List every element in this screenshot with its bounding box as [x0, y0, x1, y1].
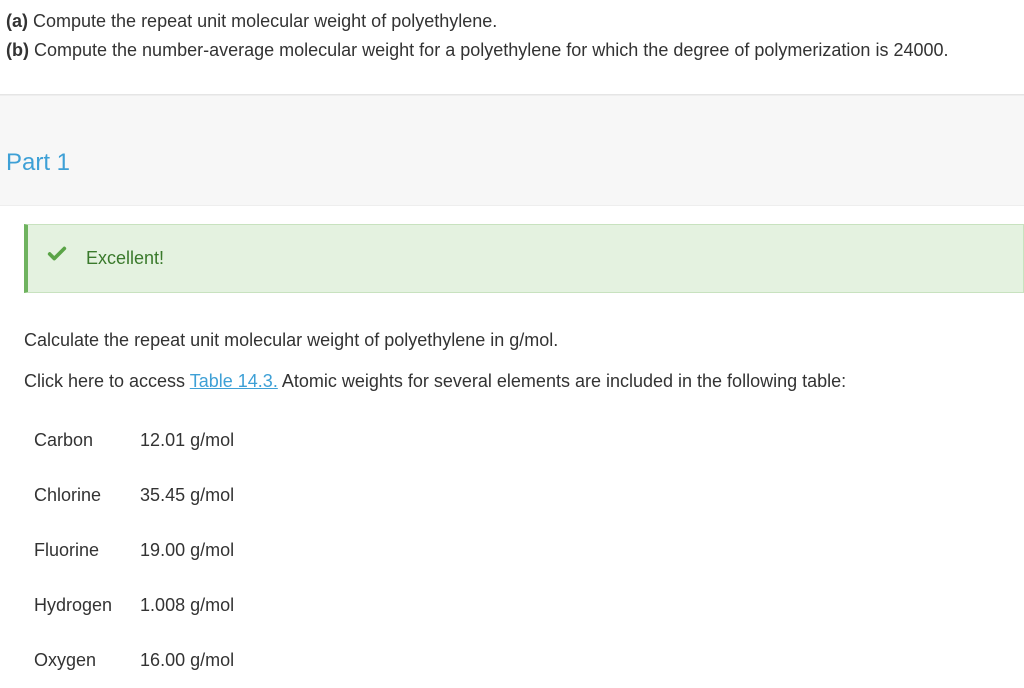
weight-cell: 35.45 g/mol [140, 468, 246, 523]
table-row: Hydrogen 1.008 g/mol [34, 578, 246, 633]
element-cell: Fluorine [34, 523, 140, 578]
weight-cell: 12.01 g/mol [140, 413, 246, 468]
table-link[interactable]: Table 14.3. [190, 371, 278, 391]
element-cell: Carbon [34, 413, 140, 468]
atomic-weights-table: Carbon 12.01 g/mol Chlorine 35.45 g/mol … [34, 413, 246, 688]
part-title: Part 1 [6, 145, 1018, 181]
instruction-2: Click here to access Table 14.3. Atomic … [24, 368, 1024, 395]
instruction-2-pre: Click here to access [24, 371, 190, 391]
question-b-label: (b) [6, 40, 29, 60]
weight-cell: 19.00 g/mol [140, 523, 246, 578]
table-row: Fluorine 19.00 g/mol [34, 523, 246, 578]
table-row: Carbon 12.01 g/mol [34, 413, 246, 468]
question-a-text: Compute the repeat unit molecular weight… [28, 11, 497, 31]
success-message: Excellent! [86, 245, 164, 272]
instruction-2-post: Atomic weights for several elements are … [278, 371, 846, 391]
instruction-1: Calculate the repeat unit molecular weig… [24, 327, 1024, 354]
question-b-text: Compute the number-average molecular wei… [29, 40, 949, 60]
table-row: Chlorine 35.45 g/mol [34, 468, 246, 523]
check-icon [46, 243, 68, 274]
element-cell: Hydrogen [34, 578, 140, 633]
weight-cell: 1.008 g/mol [140, 578, 246, 633]
part-spacer [0, 95, 1024, 121]
success-alert: Excellent! [24, 224, 1024, 293]
question-a-label: (a) [6, 11, 28, 31]
question-b: (b) Compute the number-average molecular… [6, 37, 1018, 64]
question-a: (a) Compute the repeat unit molecular we… [6, 8, 1018, 35]
element-cell: Chlorine [34, 468, 140, 523]
part-body: Excellent! Calculate the repeat unit mol… [0, 206, 1024, 688]
question-block: (a) Compute the repeat unit molecular we… [0, 0, 1024, 95]
part-header: Part 1 [0, 121, 1024, 206]
